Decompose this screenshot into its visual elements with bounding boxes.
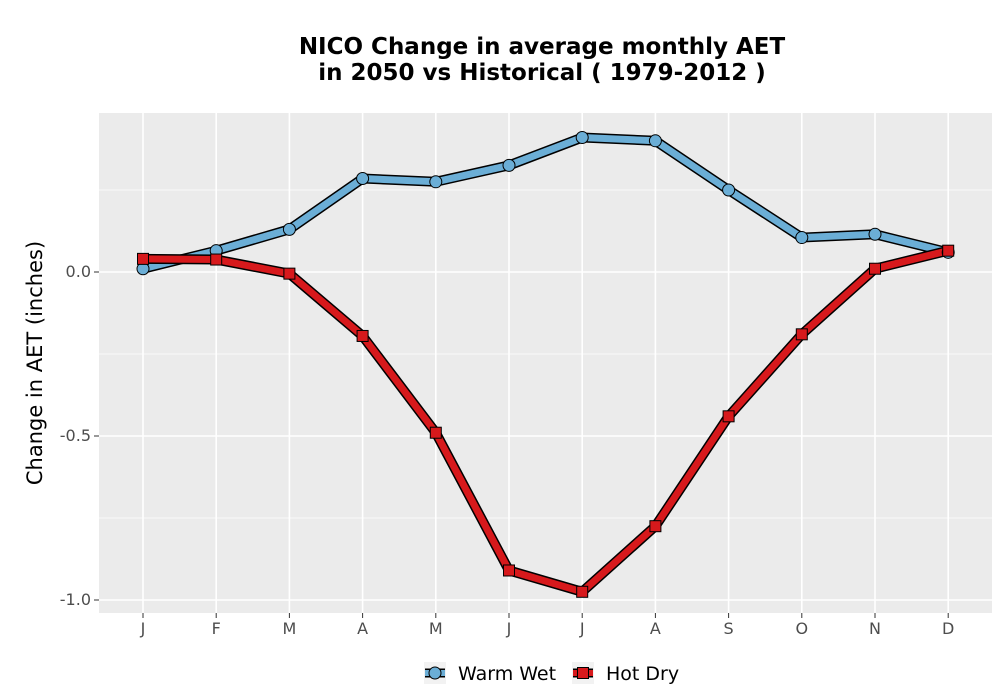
x-tick-label: J — [579, 619, 585, 638]
data-point-warm-wet — [502, 158, 516, 172]
data-point-hot-dry — [869, 262, 881, 275]
data-point-warm-wet — [575, 131, 589, 145]
data-point-hot-dry — [137, 252, 149, 265]
x-tick-label: F — [212, 619, 221, 638]
data-point-hot-dry — [649, 520, 662, 533]
x-tick-label: S — [724, 619, 734, 638]
x-tick-label: A — [650, 619, 661, 638]
x-tick-label: D — [942, 619, 954, 638]
x-tick-label: A — [357, 619, 368, 638]
legend-key-marker-hot-dry — [577, 667, 589, 679]
series-line-warm-wet — [142, 134, 950, 273]
data-point-hot-dry — [576, 585, 589, 598]
legend: Warm Wet Hot Dry — [424, 662, 679, 685]
data-point-hot-dry — [429, 426, 442, 439]
data-point-hot-dry — [795, 328, 808, 341]
data-point-hot-dry — [356, 329, 369, 342]
data-point-hot-dry — [283, 267, 296, 280]
y-tick-label: -0.5 — [60, 426, 91, 445]
chart-title-line-1: NICO Change in average monthly AET — [299, 34, 786, 60]
legend-key-marker-warm-wet — [428, 666, 442, 680]
data-point-warm-wet — [648, 134, 662, 148]
data-point-hot-dry — [722, 410, 735, 423]
chart-title-line-2: in 2050 vs Historical ( 1979-2012 ) — [318, 60, 765, 86]
data-point-hot-dry — [210, 253, 223, 266]
series-lines — [141, 132, 950, 597]
x-tick-label: J — [506, 619, 512, 638]
legend-label-hot-dry: Hot Dry — [606, 663, 679, 685]
data-point-warm-wet — [429, 175, 443, 189]
x-tick-label: O — [796, 619, 809, 638]
data-point-warm-wet — [722, 183, 736, 197]
plot-panel — [99, 113, 992, 613]
y-axis-ticks: 0.0 -0.5 -1.0 — [60, 262, 99, 609]
y-tick-label: -1.0 — [60, 590, 91, 609]
data-point-hot-dry — [942, 244, 955, 257]
data-point-warm-wet — [356, 172, 370, 186]
series-line-hot-dry — [142, 247, 950, 596]
minor-gridlines — [99, 189, 992, 519]
series-markers — [136, 131, 955, 598]
x-tick-label: N — [869, 619, 881, 638]
x-tick-label: J — [140, 619, 146, 638]
legend-label-warm-wet: Warm Wet — [458, 663, 556, 685]
y-axis-title: Change in AET (inches) — [23, 241, 47, 485]
y-tick-label: 0.0 — [66, 262, 91, 281]
x-tick-label: M — [282, 619, 296, 638]
data-point-warm-wet — [795, 231, 809, 245]
data-point-warm-wet — [868, 227, 882, 241]
data-point-hot-dry — [503, 564, 515, 577]
x-tick-label: M — [429, 619, 443, 638]
data-point-warm-wet — [282, 222, 296, 236]
